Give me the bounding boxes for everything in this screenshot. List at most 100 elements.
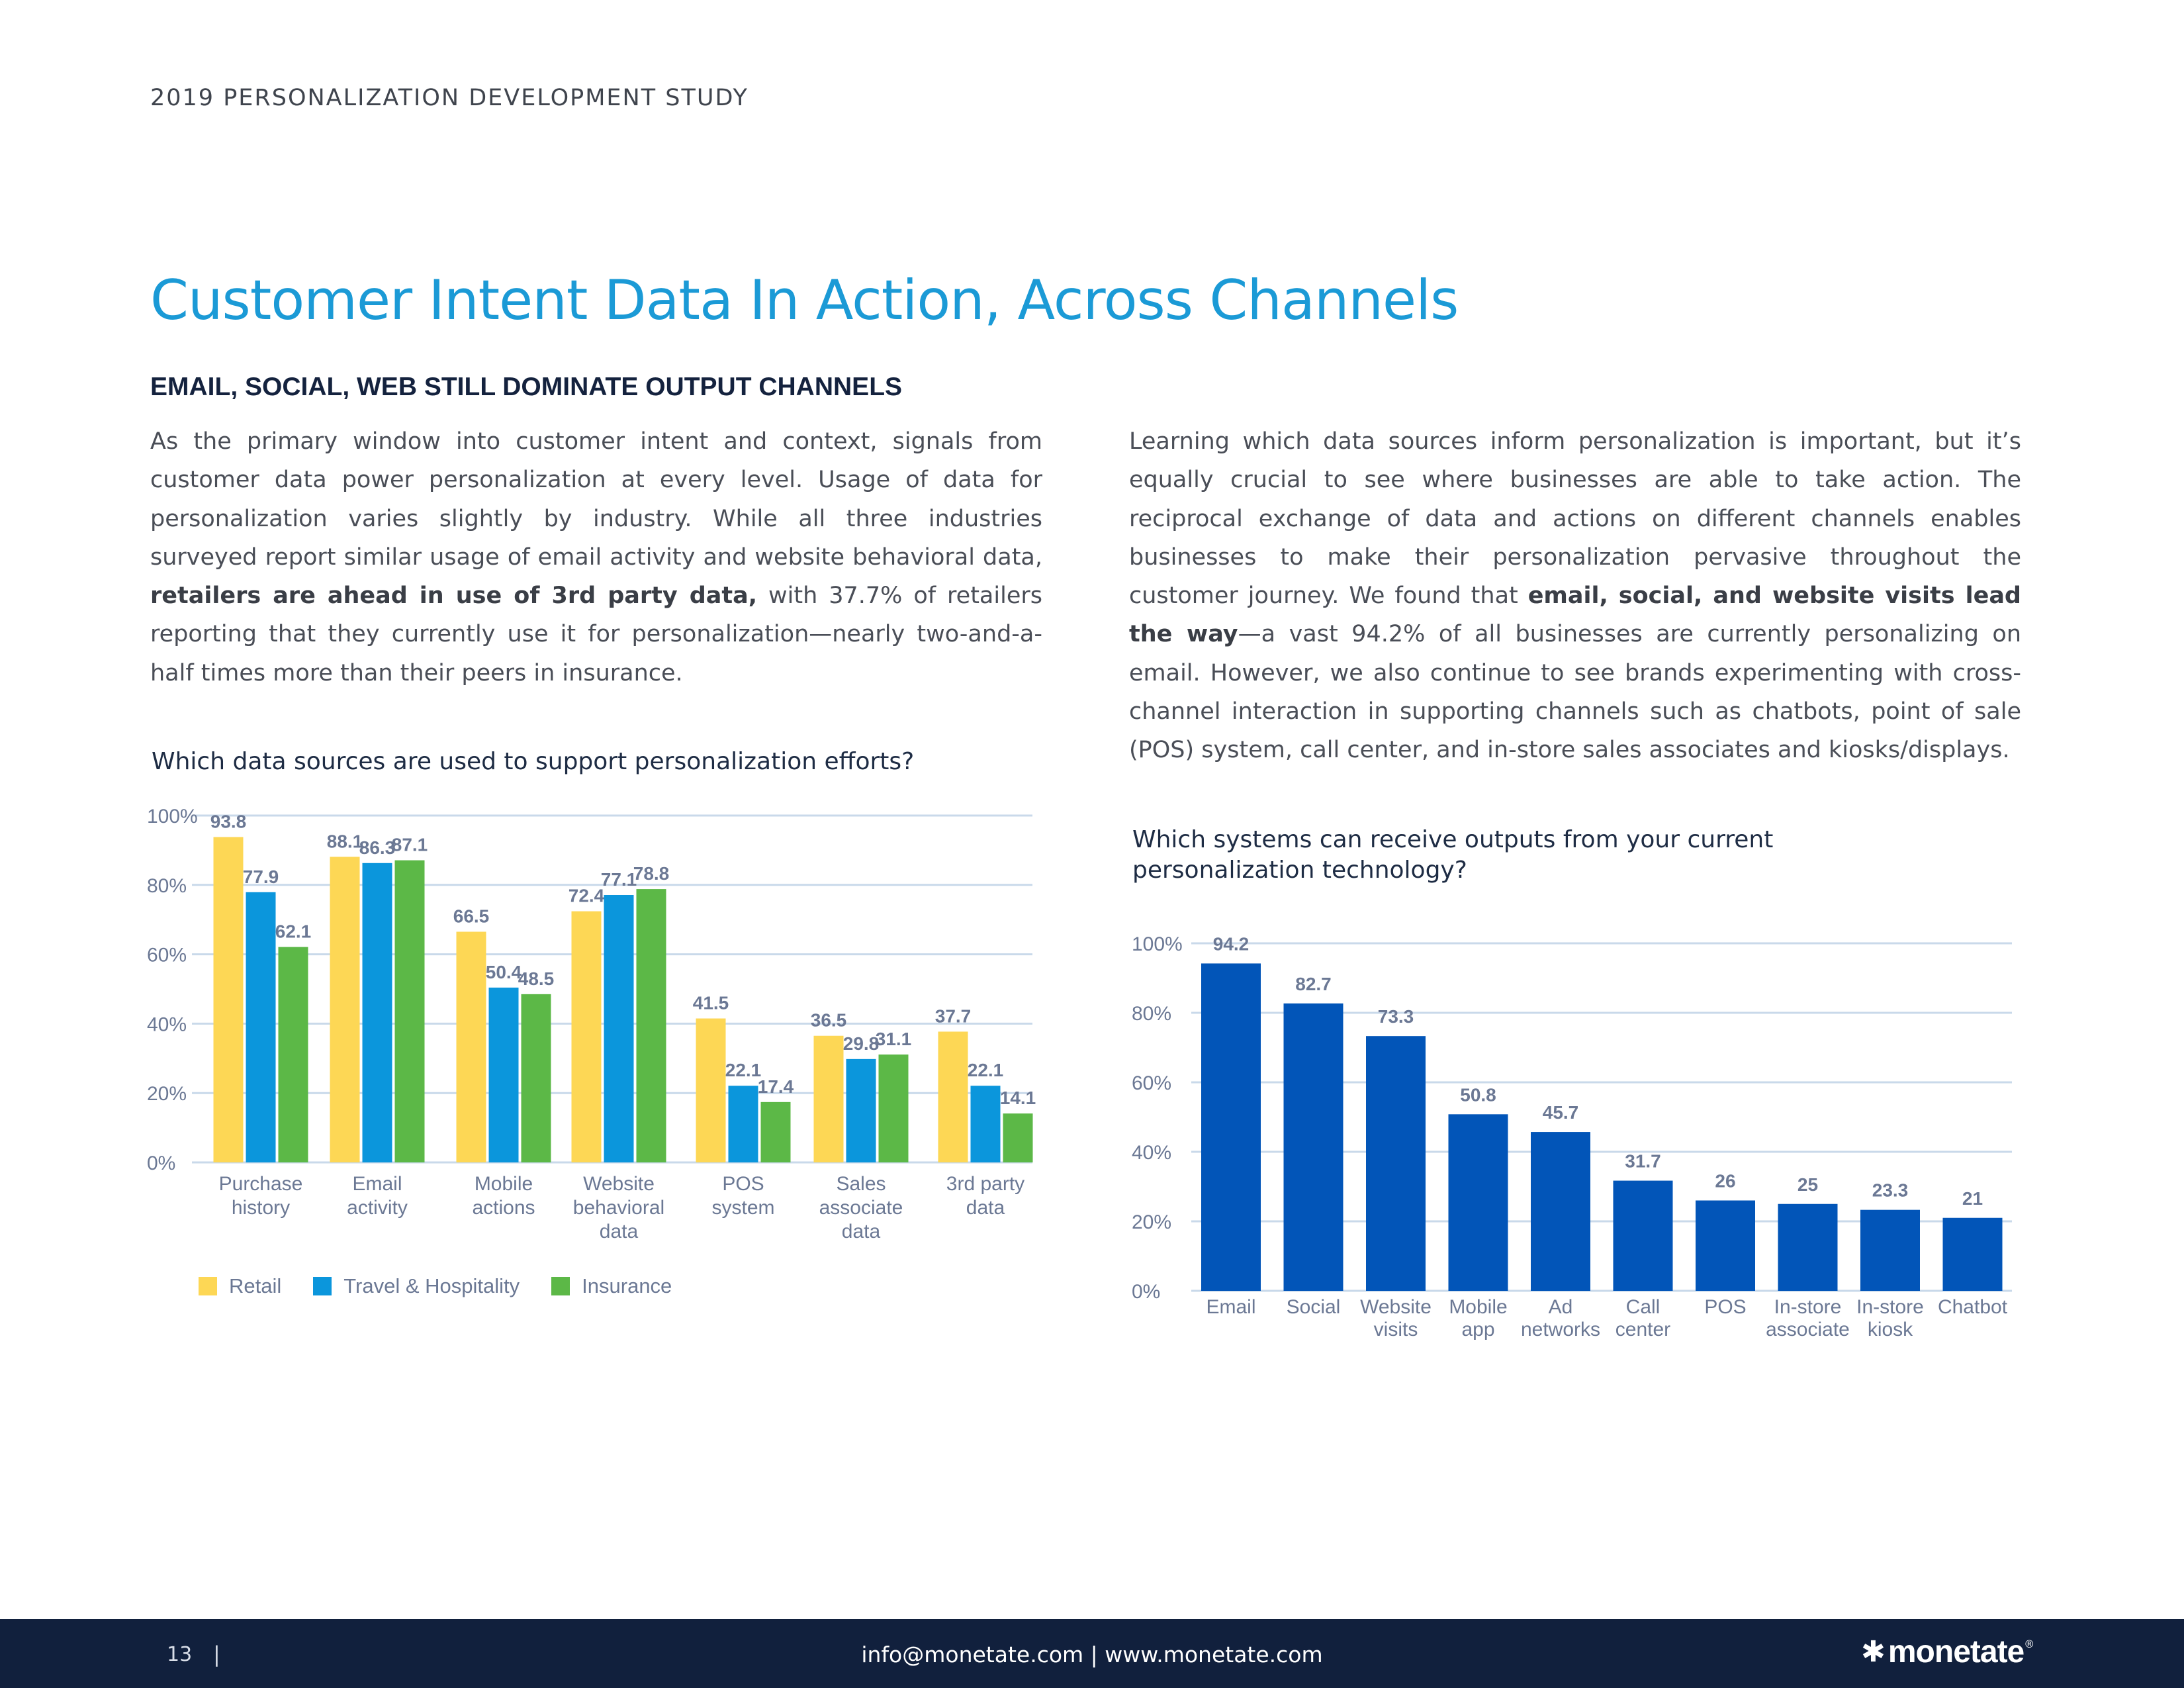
bar — [1778, 1203, 1838, 1291]
bar-value-label: 72.4 — [569, 886, 605, 906]
x-tick-label: Chatbot — [1938, 1296, 2008, 1318]
legend-item-travel: Travel & Hospitality — [313, 1274, 520, 1298]
bar-value-label: 21 — [1962, 1188, 1983, 1209]
x-tick-label: Email — [1206, 1296, 1255, 1318]
data-sources-chart-title: Which data sources are used to support p… — [152, 748, 915, 775]
y-tick-label: 60% — [147, 945, 187, 966]
bar — [760, 1102, 791, 1162]
x-tick-label: visits — [1374, 1319, 1418, 1340]
page-number-separator: | — [213, 1642, 220, 1667]
legend-label-retail: Retail — [229, 1274, 282, 1297]
legend-label-insurance: Insurance — [582, 1274, 672, 1297]
bar — [970, 1086, 1001, 1162]
bar — [878, 1055, 909, 1162]
bar — [696, 1018, 726, 1162]
bar — [488, 987, 519, 1162]
bar-value-label: 36.5 — [811, 1010, 847, 1031]
bar — [1696, 1200, 1755, 1291]
page-number: 13 — [167, 1643, 193, 1666]
registered-mark: ® — [2024, 1638, 2035, 1650]
bar — [1531, 1132, 1590, 1291]
bar — [1448, 1114, 1508, 1291]
bar-value-label: 22.1 — [968, 1060, 1004, 1080]
bar — [1366, 1036, 1426, 1291]
bar-value-label: 41.5 — [693, 993, 729, 1013]
bar-value-label: 25 — [1797, 1174, 1818, 1195]
bar — [521, 994, 551, 1162]
left-body-text: As the primary window into customer inte… — [150, 422, 1042, 692]
x-tick-label: history — [232, 1197, 290, 1219]
bar — [1613, 1180, 1673, 1291]
bar-value-label: 86.3 — [359, 837, 396, 858]
y-tick-label: 20% — [1132, 1211, 1171, 1233]
bar-value-label: 77.1 — [601, 869, 637, 890]
x-tick-label: Website — [1360, 1296, 1432, 1318]
bar — [846, 1058, 876, 1162]
bar — [394, 860, 425, 1162]
x-tick-label: data — [842, 1221, 881, 1243]
footer-contact: info@monetate.com | www.monetate.com — [861, 1642, 1323, 1667]
bar — [278, 947, 308, 1162]
left-body-emphasis: retailers are ahead in use of 3rd party … — [150, 583, 758, 610]
x-tick-label: app — [1461, 1319, 1494, 1340]
right-body-intro: Learning which data sources inform perso… — [1129, 428, 2021, 610]
y-tick-label: 20% — [147, 1083, 187, 1105]
bar-value-label: 37.7 — [935, 1006, 972, 1026]
bar-value-label: 50.8 — [1460, 1084, 1496, 1105]
x-tick-label: Ad — [1549, 1296, 1573, 1318]
bar-value-label: 50.4 — [486, 962, 522, 982]
x-tick-label: Purchase — [219, 1173, 303, 1195]
legend-swatch-retail — [199, 1277, 217, 1295]
section-subhead: EMAIL, SOCIAL, WEB STILL DOMINATE OUTPUT… — [150, 373, 903, 401]
right-body-text: Learning which data sources inform perso… — [1129, 422, 2021, 770]
y-tick-label: 80% — [147, 875, 187, 897]
bar — [728, 1086, 758, 1162]
x-tick-label: networks — [1521, 1319, 1600, 1340]
left-body-intro: As the primary window into customer inte… — [150, 428, 1042, 571]
x-tick-label: Sales — [836, 1173, 886, 1195]
bar — [571, 911, 602, 1162]
bar-value-label: 48.5 — [518, 968, 555, 989]
page-footer: 13 | info@monetate.com | www.monetate.co… — [0, 1619, 2184, 1688]
x-tick-label: POS — [1704, 1296, 1746, 1318]
x-tick-label: Mobile — [475, 1173, 533, 1195]
bar-value-label: 22.1 — [725, 1060, 762, 1080]
y-tick-label: 80% — [1132, 1003, 1171, 1025]
bar — [1201, 963, 1261, 1291]
bar — [362, 863, 392, 1162]
y-tick-label: 100% — [1132, 933, 1183, 955]
bar — [604, 894, 634, 1162]
y-tick-label: 0% — [1132, 1281, 1160, 1303]
legend-label-travel: Travel & Hospitality — [343, 1274, 520, 1297]
x-tick-label: data — [966, 1197, 1005, 1219]
bar-value-label: 17.4 — [758, 1076, 794, 1097]
bar — [1283, 1003, 1343, 1291]
bar — [213, 837, 244, 1162]
y-tick-label: 60% — [1132, 1072, 1171, 1094]
bar — [1003, 1113, 1033, 1162]
monetate-logo-icon: ✱ — [1861, 1635, 1886, 1669]
monetate-logo: ✱ monetate ® — [1861, 1634, 2034, 1670]
bar-value-label: 29.8 — [843, 1033, 880, 1054]
bar — [813, 1035, 844, 1162]
running-head: 2019 PERSONALIZATION DEVELOPMENT STUDY — [150, 85, 749, 111]
right-body-emphasis: email, social, and website visits lead t… — [1129, 583, 2021, 648]
right-body-end: —a vast 94.2% of all businesses are curr… — [1129, 621, 2021, 764]
bar-value-label: 31.1 — [876, 1029, 912, 1049]
y-tick-label: 40% — [147, 1013, 187, 1035]
bar-value-label: 31.7 — [1625, 1151, 1661, 1172]
bar — [330, 857, 360, 1162]
bar-value-label: 88.1 — [327, 831, 363, 851]
x-tick-label: kiosk — [1868, 1319, 1913, 1340]
bar-value-label: 94.2 — [1213, 933, 1250, 954]
legend-item-retail: Retail — [199, 1274, 281, 1298]
y-tick-label: 40% — [1132, 1142, 1171, 1164]
bar-value-label: 62.1 — [275, 921, 312, 942]
x-tick-label: associate — [1766, 1319, 1850, 1340]
x-tick-label: activity — [347, 1197, 408, 1219]
x-tick-label: associate — [819, 1197, 903, 1219]
bar — [246, 892, 276, 1162]
bar-value-label: 45.7 — [1543, 1102, 1579, 1123]
bar-value-label: 23.3 — [1872, 1180, 1909, 1201]
bar-value-label: 87.1 — [392, 835, 428, 855]
